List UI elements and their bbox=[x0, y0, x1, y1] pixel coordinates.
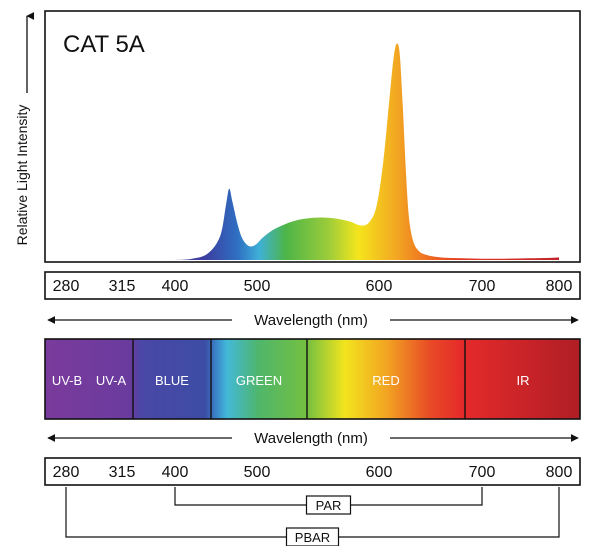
band-axis-label: Wavelength (nm) bbox=[254, 430, 368, 447]
tick-bar-bottom bbox=[44, 457, 581, 486]
bottom-tick-700: 700 bbox=[469, 464, 496, 481]
tick-labels-bottom: 280 315 400 500 600 700 800 bbox=[53, 464, 573, 481]
bottom-tick-280: 280 bbox=[53, 464, 80, 481]
par-label: PAR bbox=[316, 498, 342, 513]
bottom-tick-400: 400 bbox=[162, 464, 189, 481]
pbar-label: PBAR bbox=[295, 530, 330, 545]
bottom-tick-315: 315 bbox=[109, 464, 136, 481]
band-label-red: RED bbox=[372, 373, 399, 388]
par-label-box bbox=[305, 495, 352, 515]
band-label-green: GREEN bbox=[236, 373, 282, 388]
bottom-tick-800: 800 bbox=[546, 464, 573, 481]
band-labels: UV-B UV-A BLUE GREEN RED IR bbox=[52, 373, 530, 388]
band-dividers bbox=[132, 339, 466, 419]
pbar-bracket bbox=[65, 487, 560, 538]
tick-labels-top: 280 315 400 500 600 700 800 bbox=[53, 278, 573, 295]
bottom-tick-600: 600 bbox=[366, 464, 393, 481]
top-tick-315: 315 bbox=[109, 278, 136, 295]
chart-title: CAT 5A bbox=[63, 31, 145, 58]
y-axis-label: Relative Light Intensity bbox=[14, 105, 30, 246]
band-strip bbox=[44, 338, 581, 420]
band-label-blue: BLUE bbox=[155, 373, 189, 388]
pbar-label-box bbox=[285, 527, 340, 546]
top-tick-400: 400 bbox=[162, 278, 189, 295]
top-tick-800: 800 bbox=[546, 278, 573, 295]
top-tick-600: 600 bbox=[366, 278, 393, 295]
top-tick-700: 700 bbox=[469, 278, 496, 295]
par-bracket bbox=[174, 487, 483, 506]
tick-bar-top bbox=[44, 271, 581, 300]
plot-frame bbox=[44, 10, 581, 263]
top-tick-280: 280 bbox=[53, 278, 80, 295]
band-label-uv-a: UV-A bbox=[96, 373, 127, 388]
bottom-tick-500: 500 bbox=[244, 464, 271, 481]
spectrum-curve bbox=[175, 43, 559, 261]
band-label-uv-b: UV-B bbox=[52, 373, 82, 388]
top-tick-500: 500 bbox=[244, 278, 271, 295]
band-label-ir: IR bbox=[517, 373, 530, 388]
range-brackets: PAR PBAR bbox=[65, 487, 560, 546]
x-axis-label: Wavelength (nm) bbox=[254, 312, 368, 329]
